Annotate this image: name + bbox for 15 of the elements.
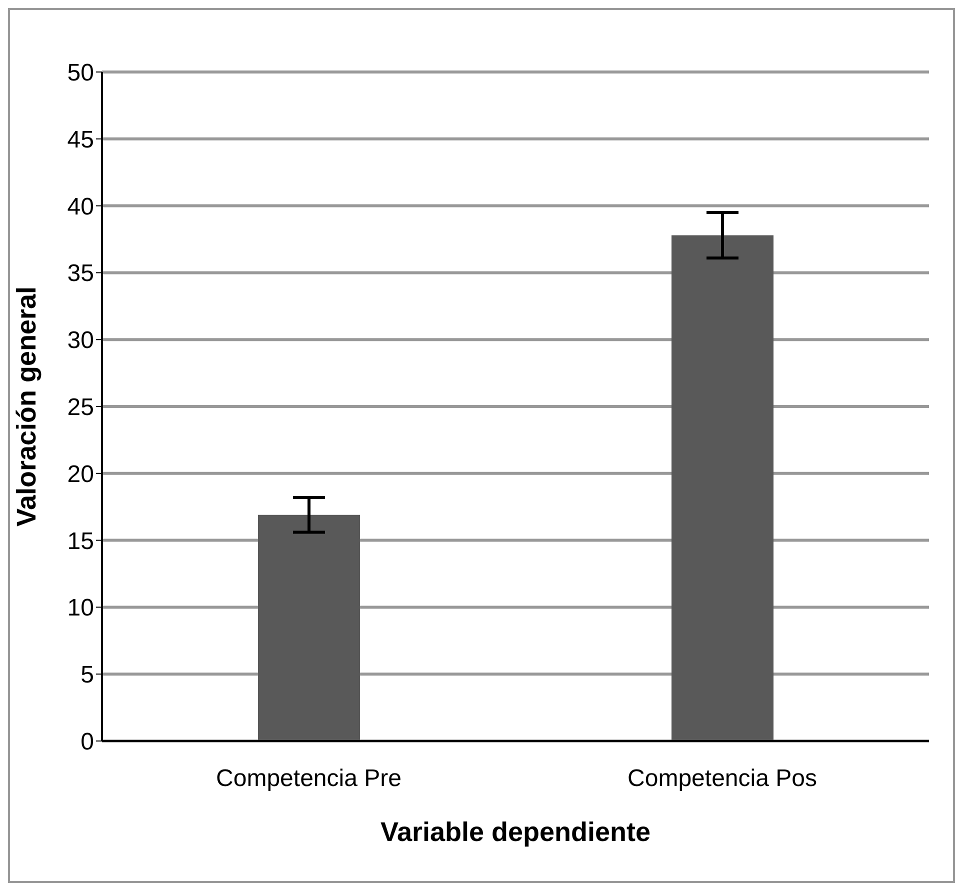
y-tick-label: 10 (67, 594, 94, 622)
y-tick-label: 25 (67, 394, 94, 422)
x-axis-title: Variable dependiente (380, 817, 651, 847)
y-axis-title: Valoración general (12, 286, 42, 527)
x-tick-label: Competencia Pre (216, 765, 402, 792)
y-tick-label: 15 (67, 528, 94, 555)
y-tick-label: 0 (80, 728, 94, 756)
y-tick-label: 5 (80, 662, 94, 689)
x-tick-label: Competencia Pos (628, 765, 817, 792)
y-tick-label: 40 (67, 193, 94, 220)
y-tick-label: 45 (67, 126, 94, 154)
y-tick-label: 20 (67, 460, 94, 488)
y-tick-label: 35 (67, 260, 94, 288)
y-tick-label: 50 (67, 60, 94, 87)
y-tick-label: 30 (67, 327, 94, 354)
